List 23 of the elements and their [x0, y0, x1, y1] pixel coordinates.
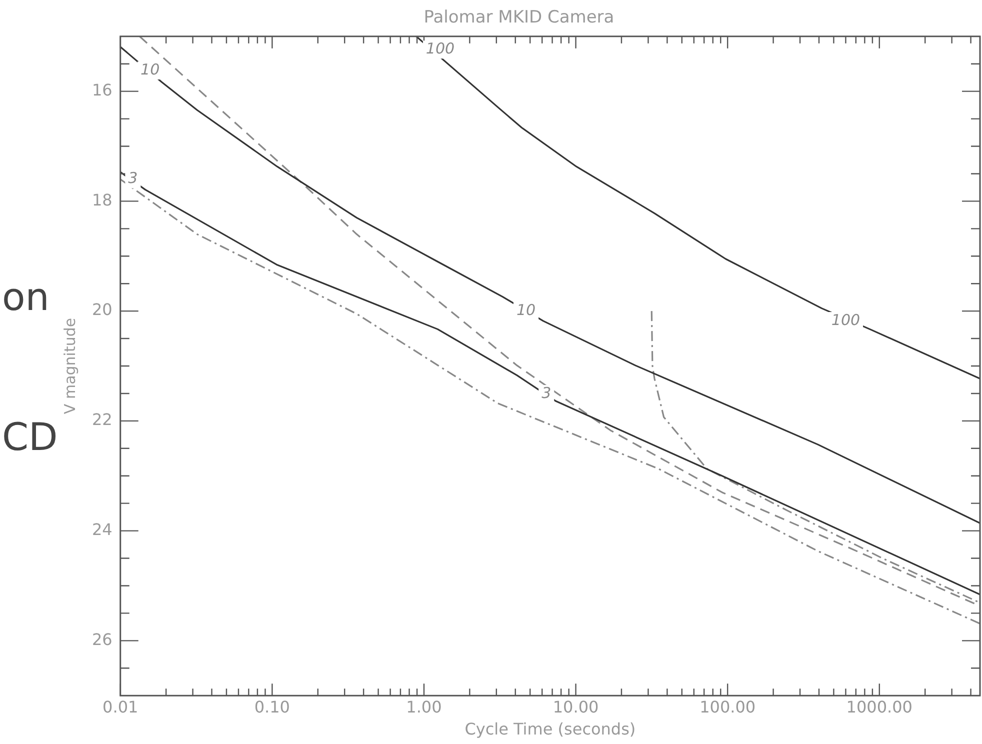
y-tick-label: 26 [92, 630, 112, 649]
text: on [2, 275, 50, 319]
annotation: 3 [128, 169, 138, 188]
y-axis-title: V magnitude [60, 318, 79, 414]
y-tick-label: 22 [92, 410, 112, 430]
x-axis-title: Cycle Time (seconds) [464, 720, 636, 739]
x-tick-label: 0.01 [102, 697, 138, 716]
annotation: 100 [426, 39, 455, 58]
annotation: 100 [831, 310, 860, 329]
x-tick-label: 1000.00 [846, 697, 912, 716]
x-tick-label: 100.00 [700, 697, 756, 716]
chart-title: Palomar MKID Camera [424, 8, 614, 28]
y-tick-label: 18 [92, 190, 112, 210]
annotation: 3 [542, 384, 552, 402]
y-tick-label: 16 [92, 80, 112, 100]
x-tick-label: 10.00 [552, 697, 599, 716]
y-tick-label: 20 [92, 300, 112, 320]
text: CD [2, 415, 58, 459]
x-tick-label: 1.00 [406, 697, 442, 716]
y-tick-label: 24 [92, 520, 112, 539]
x-tick-label: 0.10 [254, 697, 290, 716]
annotation: 10 [140, 60, 160, 78]
annotation: 10 [516, 300, 536, 319]
